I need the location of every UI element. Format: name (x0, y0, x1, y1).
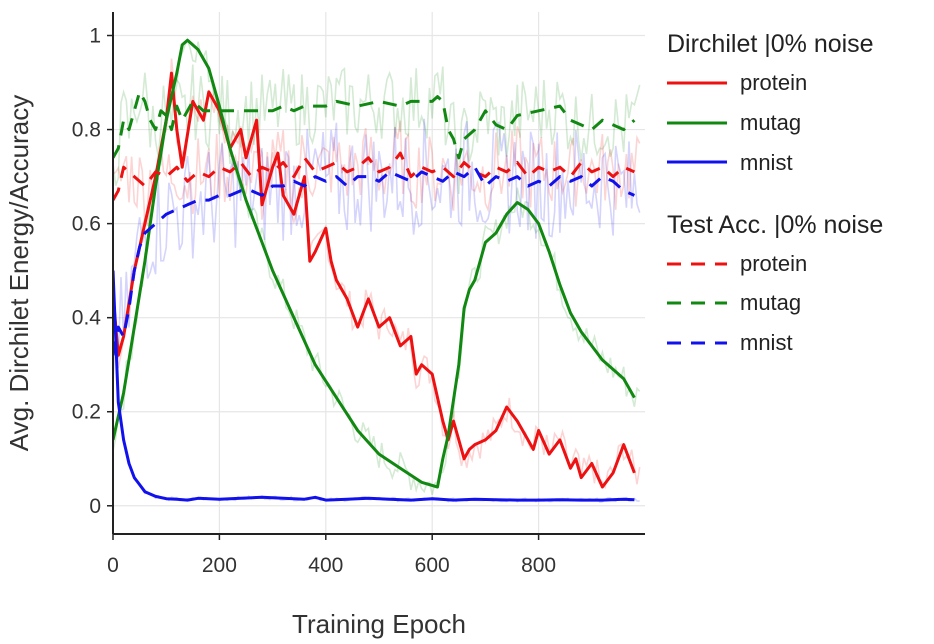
legend-label-protein-test: protein (740, 251, 807, 276)
series-mnist-test-acc (113, 165, 636, 356)
legend-label-mutag-dirichlet: mutag (740, 110, 801, 135)
x-axis-title: Training Epoch (292, 609, 466, 639)
x-tick-label: 800 (521, 554, 556, 577)
y-tick-label: 0 (89, 495, 101, 518)
series-protein-test-acc (113, 151, 636, 201)
series-layer (113, 38, 636, 502)
y-axis-title: Avg. Dirchilet Energy/Accuracy (4, 95, 34, 451)
raw-trace-protein-solid (113, 58, 641, 490)
y-tick-label: 0.6 (72, 213, 101, 236)
y-tick-label: 0.8 (72, 119, 101, 142)
legend: Dirchilet |0% noise protein mutag mnist … (667, 30, 883, 355)
grid-layer (112, 12, 645, 534)
raw-trace-mnist-dashed (113, 118, 641, 384)
y-tick-label: 1 (89, 25, 101, 48)
series-mutag-test-acc (113, 90, 636, 160)
legend-label-mnist-dirichlet: mnist (740, 150, 793, 175)
series-mutag-dirichlet (113, 38, 636, 489)
series-mnist-dirichlet (113, 270, 635, 502)
legend-title-test-acc: Test Acc. |0% noise (667, 211, 883, 239)
series-protein-dirichlet (113, 71, 636, 489)
legend-label-mnist-test: mnist (740, 330, 793, 355)
y-tick-label: 0.2 (72, 401, 101, 424)
x-tick-label: 0 (107, 554, 119, 577)
raw-trace-protein-dashed (113, 120, 641, 224)
legend-label-protein-dirichlet: protein (740, 70, 807, 95)
axes-layer (112, 12, 645, 535)
legend-label-mutag-test: mutag (740, 290, 801, 315)
raw-trace-mutag-dashed (113, 64, 641, 194)
ticks-layer: 0 200 400 600 800 0 0.2 0.4 0.6 0.8 1 (72, 25, 556, 577)
legend-title-dirichlet: Dirchilet |0% noise (667, 30, 874, 58)
x-tick-label: 200 (202, 554, 237, 577)
x-tick-label: 400 (308, 554, 343, 577)
y-tick-label: 0.4 (72, 307, 102, 330)
x-tick-label: 600 (415, 554, 450, 577)
raw-trace-mnist-solid (113, 271, 640, 503)
